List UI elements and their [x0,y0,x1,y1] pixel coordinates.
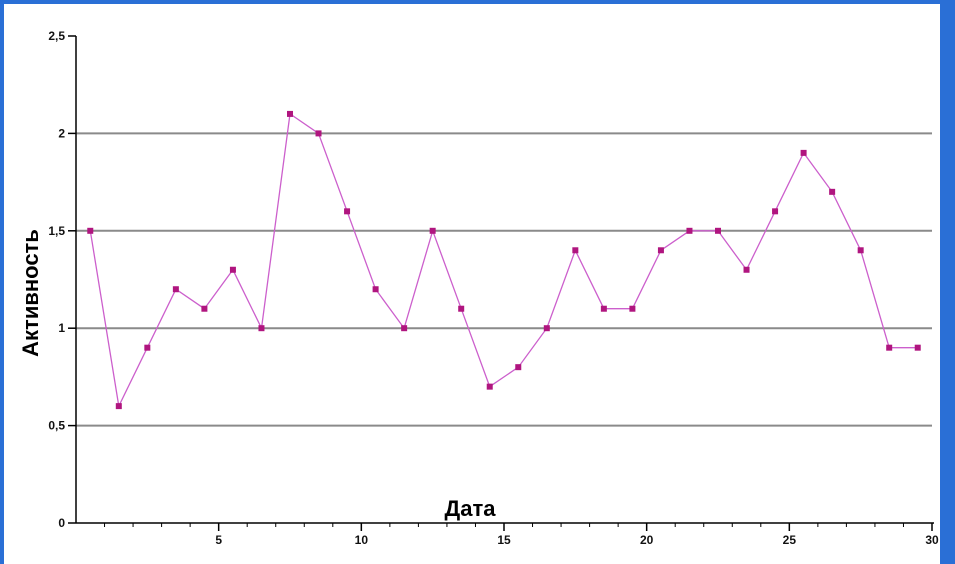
x-tick-label: 5 [215,533,222,547]
grid-lines [76,132,932,427]
data-point [715,227,721,234]
data-point [486,383,493,390]
data-point [87,227,94,234]
x-tick-label: 10 [355,533,369,547]
y-tick-label: 2,5 [48,29,65,43]
data-point [315,130,322,137]
data-point [515,364,522,371]
data-point [201,305,208,312]
y-tick-label: 0 [58,516,65,530]
data-point [772,208,779,215]
data-point [629,305,636,312]
x-axis-title: Дата [445,496,497,521]
data-point [914,344,921,351]
chart-frame: 0 0,5 1 1,5 2 2,5 5 10 15 20 25 30 Дата Активность [4,4,940,564]
data-point [572,247,579,254]
y-ticks: 0 0,5 1 1,5 2 2,5 [48,29,76,530]
data-point [429,227,436,234]
x-tick-label: 30 [925,533,939,547]
line-chart: 0 0,5 1 1,5 2 2,5 5 10 15 20 25 30 Дата Активность [18,29,939,547]
y-tick-label: 2 [58,126,65,140]
series-line [89,112,918,409]
data-point [800,149,807,156]
data-point [172,286,179,293]
data-point [258,325,265,332]
y-tick-label: 1,5 [48,224,65,238]
data-point [600,305,607,312]
data-point [287,110,293,117]
data-point [144,344,151,351]
y-tick-label: 0,5 [48,419,65,433]
data-point [743,266,750,273]
data-point [657,247,664,254]
data-point [229,266,236,273]
series-group [87,110,921,410]
data-point [344,208,351,215]
data-point [829,188,836,195]
y-tick-label: 1 [58,321,65,335]
y-axis-title: Активность [18,229,43,357]
data-point [115,403,122,410]
data-point [458,305,465,312]
data-point [857,247,864,254]
data-point [372,286,379,293]
data-point [686,227,693,234]
data-point [543,325,550,332]
data-point [401,325,408,332]
x-tick-label: 25 [783,533,797,547]
x-tick-label: 15 [497,533,511,547]
axes [75,36,934,524]
data-point [886,344,893,351]
x-ticks: 5 10 15 20 25 30 [104,523,939,547]
x-tick-label: 20 [640,533,654,547]
